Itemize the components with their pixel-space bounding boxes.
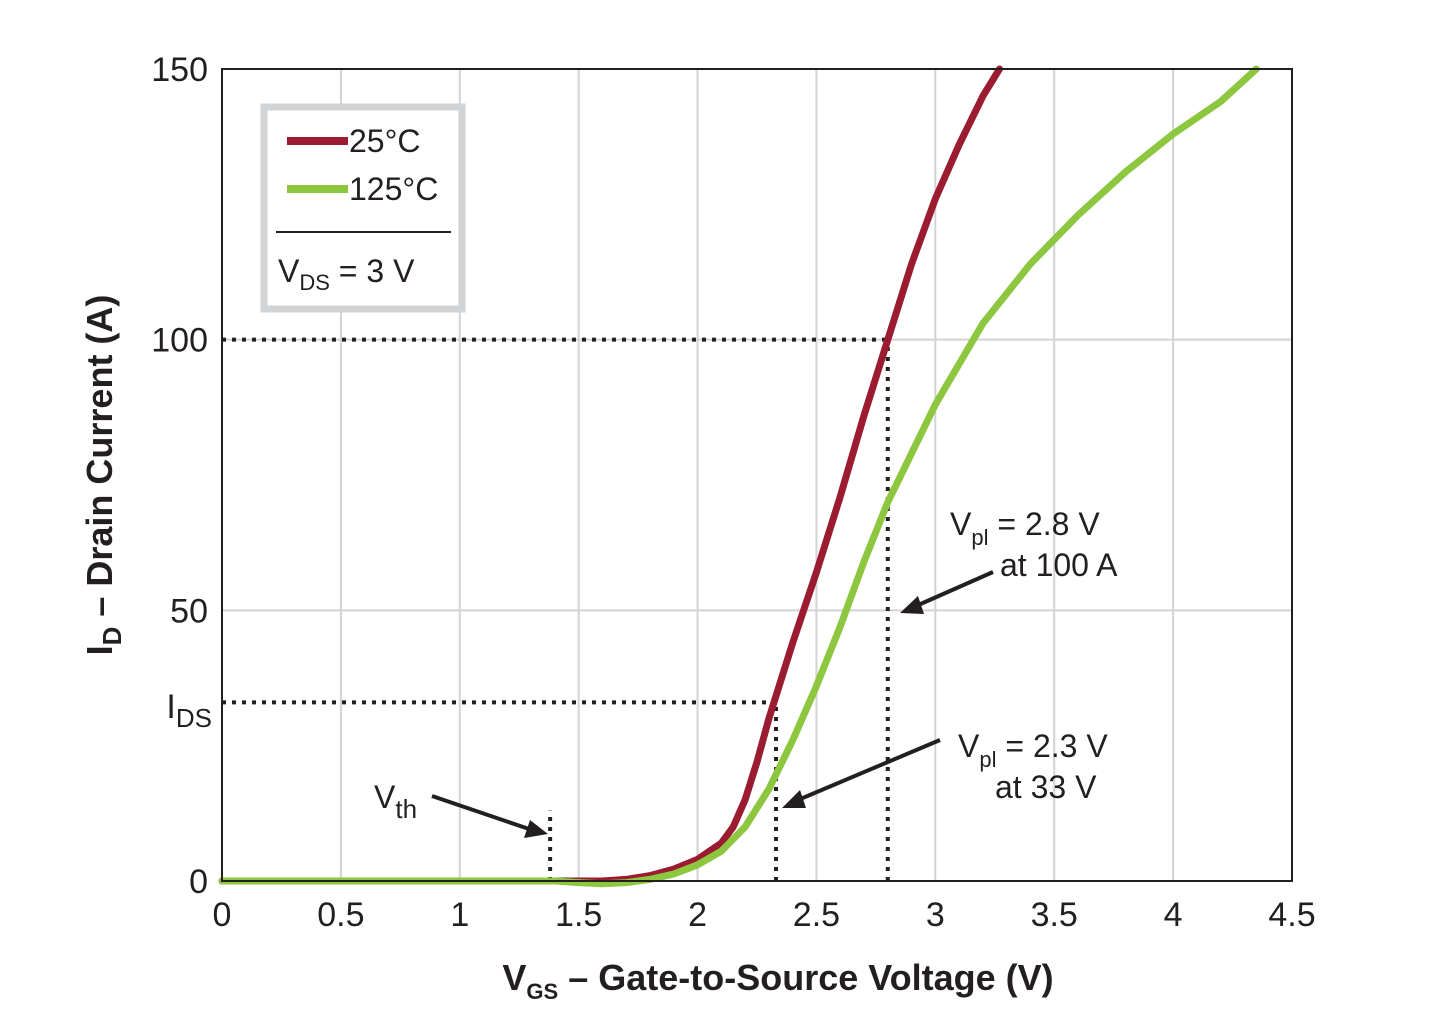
- legend: 25°C 125°C VDS = 3 V: [260, 103, 466, 313]
- tick-labels: 0 0.5 1 1.5 2 2.5 3 3.5 4 4.5 0 50 100 150: [151, 51, 1315, 934]
- vpl-25c-label-line2: at 100 A: [1000, 547, 1118, 583]
- y-axis-title: ID – Drain Current (A): [79, 295, 127, 656]
- y-tick-label: 50: [170, 592, 208, 630]
- x-tick-label: 0: [213, 896, 232, 934]
- vpl-25c-arrow: [900, 570, 994, 614]
- series-line-1: [218, 65, 1260, 888]
- legend-condition: VDS = 3 V: [278, 253, 415, 295]
- x-tick-label: 1.5: [555, 896, 602, 934]
- legend-label-125c: 125°C: [349, 171, 438, 207]
- x-tick-label: 3: [926, 896, 945, 934]
- x-tick-label: 4.5: [1268, 896, 1315, 934]
- series-lines: [218, 65, 1260, 888]
- x-tick-label: 2: [688, 896, 707, 934]
- vpl-125c-label: Vpl = 2.3 V: [958, 728, 1108, 772]
- x-tick-label: 1: [450, 896, 469, 934]
- reference-lines: [222, 337, 890, 881]
- x-tick-label: 0.5: [317, 896, 364, 934]
- vpl-25c-label: Vpl = 2.8 V: [950, 506, 1100, 550]
- vth-arrow: [431, 794, 548, 838]
- vpl-125c-label-line2: at 33 V: [995, 769, 1097, 805]
- vpl-125c-arrow: [782, 738, 941, 808]
- x-tick-label: 4: [1164, 896, 1183, 934]
- x-tick-label: 3.5: [1031, 896, 1078, 934]
- legend-label-25c: 25°C: [349, 123, 421, 159]
- ids-label: IDS: [166, 688, 212, 733]
- x-axis-title: VGS – Gate-to-Source Voltage (V): [502, 957, 1053, 1004]
- vth-label: Vth: [374, 779, 417, 824]
- y-tick-label: 0: [189, 863, 208, 901]
- plot-frame: [221, 68, 1293, 882]
- y-tick-label: 100: [151, 322, 208, 360]
- y-tick-label: 150: [151, 51, 208, 89]
- x-tick-label: 2.5: [793, 896, 840, 934]
